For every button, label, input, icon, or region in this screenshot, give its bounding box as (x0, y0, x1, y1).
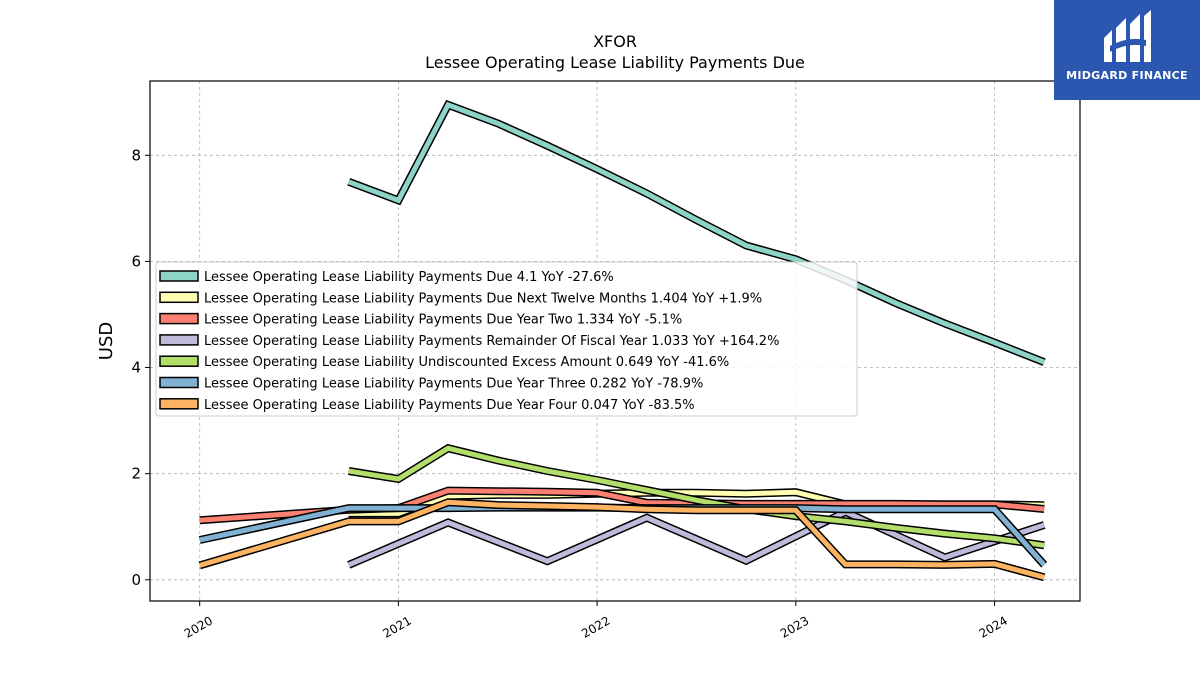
series-stroke (198, 499, 1045, 580)
legend-item: Lessee Operating Lease Liability Payment… (159, 334, 779, 349)
y-axis: 0 2 4 6 8 (131, 146, 150, 589)
brand-logo: MIDGARD FINANCE (1054, 0, 1200, 100)
y-tick-label: 4 (131, 359, 141, 377)
series-line (198, 498, 1046, 582)
y-tick-label: 2 (131, 465, 141, 483)
legend-swatch (159, 291, 199, 304)
series-stroke (199, 488, 1045, 523)
legend-box (155, 261, 858, 417)
legend-item: Lessee Operating Lease Liability Undisco… (159, 355, 729, 370)
y-tick-label: 0 (131, 571, 141, 589)
legend-item: Lessee Operating Lease Liability Payment… (159, 398, 695, 413)
y-axis-label: USD (96, 322, 117, 360)
y-tick-label: 8 (131, 146, 141, 164)
legend-label: Lessee Operating Lease Liability Undisco… (204, 355, 729, 370)
series-stroke (347, 101, 1046, 365)
y-tick-label: 6 (131, 252, 141, 270)
legend: Lessee Operating Lease Liability Payment… (155, 261, 858, 417)
legend-swatch (159, 270, 199, 282)
legend-swatch (159, 355, 199, 367)
series-line (348, 443, 1045, 550)
logo-text: MIDGARD FINANCE (1066, 69, 1188, 82)
legend-label: Lessee Operating Lease Liability Payment… (204, 398, 695, 413)
series-line (347, 99, 1046, 366)
legend-item: Lessee Operating Lease Liability Payment… (159, 376, 703, 392)
legend-swatch (159, 376, 199, 389)
series-stroke (347, 509, 1045, 568)
legend-label: Lessee Operating Lease Liability Payment… (204, 313, 682, 328)
plot-frame (149, 80, 1081, 602)
legend-item: Lessee Operating Lease Liability Payment… (159, 291, 762, 306)
series-line (347, 507, 1046, 569)
legend-item: Lessee Operating Lease Liability Payment… (159, 270, 614, 285)
series-stroke (348, 445, 1045, 548)
legend-swatch (159, 398, 199, 410)
legend-swatch (159, 312, 199, 325)
series-line (199, 486, 1045, 525)
chart-subtitle: Lessee Operating Lease Liability Payment… (425, 53, 805, 72)
series-layer (198, 99, 1048, 582)
logo-mark-icon (1104, 10, 1151, 62)
legend-label: Lessee Operating Lease Liability Payment… (204, 291, 762, 306)
legend-item: Lessee Operating Lease Liability Payment… (159, 312, 682, 328)
legend-label: Lessee Operating Lease Liability Payment… (204, 334, 779, 349)
chart-title: XFOR (593, 32, 637, 51)
legend-label: Lessee Operating Lease Liability Payment… (204, 270, 614, 285)
legend-label: Lessee Operating Lease Liability Payment… (204, 377, 703, 392)
legend-swatch (159, 334, 199, 346)
